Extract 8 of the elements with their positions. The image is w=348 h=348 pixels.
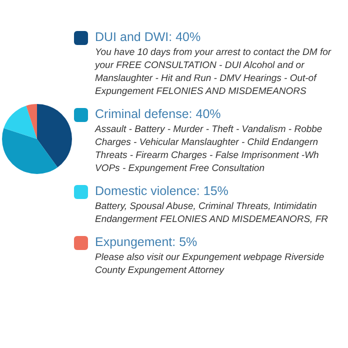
legend-label: DUI and DWI: 40% xyxy=(95,30,202,44)
legend-label: Expungement: 5% xyxy=(95,235,198,249)
text: Assault - Battery - Murder - Theft - Vandalism - Robbe Charges - Vehicular Manslaughter - Child Endangern Threats - Firearm Charges - False Imprisonment -Wh VOPs - Expungement Free Consultation xyxy=(95,123,324,175)
text: Please also visit our Expungement webpage Riverside County Expungement Attorney xyxy=(95,251,326,277)
legend-label: Domestic violence: 15% xyxy=(95,184,230,198)
text: Battery, Spousal Abuse, Criminal Threats, Intimidatin Endangerment FELONIES AND MISDEMEANORS, FR xyxy=(95,200,329,226)
legend-label: Criminal defense: 40% xyxy=(95,107,222,121)
text: You have 10 days from your arrest to contact the DM for your FREE CONSULTATION - DUI Alcohol and or Manslaughter - Hit and Run - DMV Hearings - Out-of Expungement FELONIES AND MISDEMEANORS xyxy=(95,46,332,98)
